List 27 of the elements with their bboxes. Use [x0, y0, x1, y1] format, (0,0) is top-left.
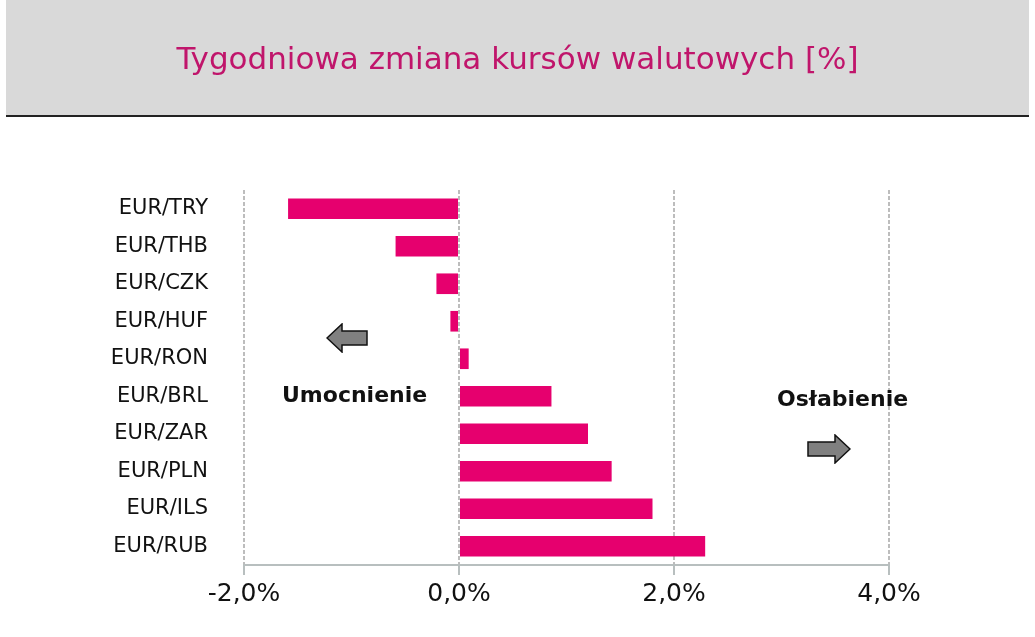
y-tick-label: EUR/RUB: [113, 532, 208, 557]
x-tick-label: 0,0%: [427, 577, 491, 607]
y-tick-label: EUR/BRL: [116, 382, 209, 407]
bar: [460, 423, 588, 445]
bar: [460, 385, 552, 407]
y-tick-label: EUR/TRY: [118, 195, 209, 220]
bar: [395, 235, 458, 257]
y-tick-label: EUR/THB: [114, 232, 208, 257]
y-tick-label: EUR/HUF: [114, 307, 208, 332]
x-tick-label: 4,0%: [857, 577, 921, 607]
bar: [288, 198, 458, 220]
bar: [460, 498, 653, 520]
bar: [460, 535, 706, 557]
y-tick-label: EUR/PLN: [117, 457, 208, 482]
y-tick-label: EUR/RON: [110, 345, 208, 370]
chart-title: Tygodniowa zmiana kursów walutowych [%]: [175, 40, 860, 76]
y-tick-label: EUR/CZK: [114, 270, 210, 295]
x-tick-label: -2,0%: [207, 577, 281, 607]
bar: [450, 310, 458, 332]
bar: [436, 273, 458, 295]
y-tick-label: EUR/ILS: [126, 495, 208, 520]
y-tick-label: EUR/ZAR: [114, 420, 208, 445]
bar: [460, 460, 612, 482]
x-tick-label: 2,0%: [642, 577, 706, 607]
bar: [460, 348, 469, 370]
annotation: Osłabienie: [777, 386, 909, 411]
annotation: Umocnienie: [282, 382, 428, 407]
